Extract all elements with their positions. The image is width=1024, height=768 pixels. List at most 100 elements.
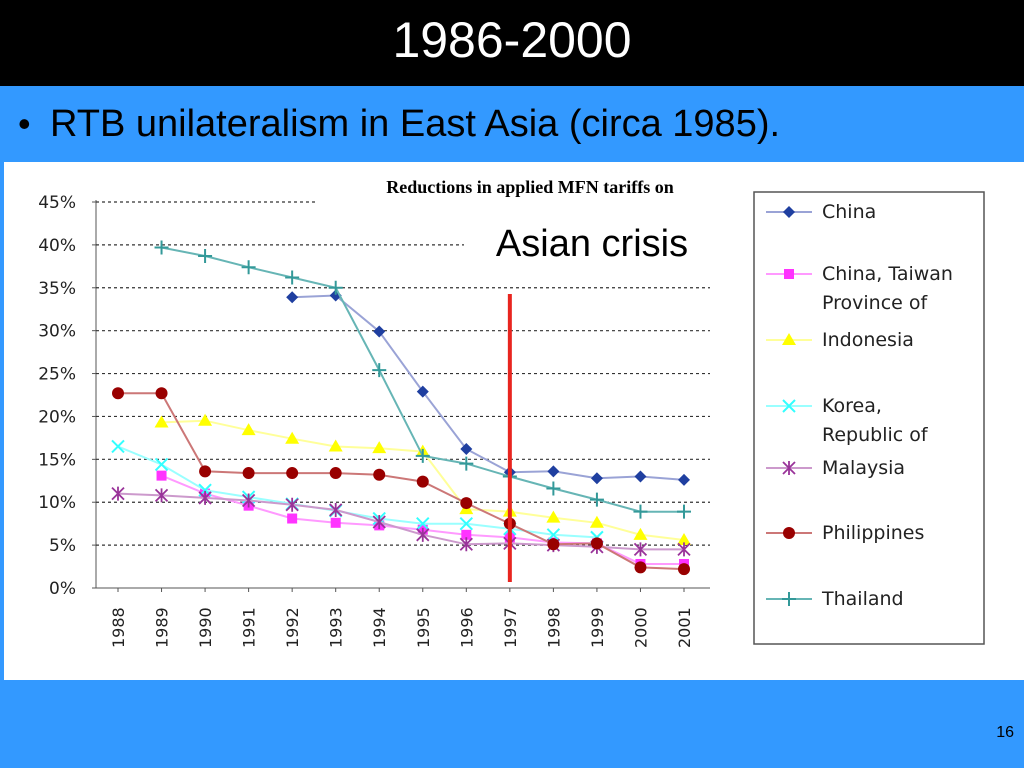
x-tick-label: 1995 <box>414 607 433 648</box>
data-point-korea-republic-of <box>154 457 169 472</box>
data-point-korea-republic-of <box>459 516 474 531</box>
slide-title: 1986-2000 <box>392 12 632 68</box>
data-point-korea-republic-of <box>111 439 125 454</box>
chart-title: Reductions in applied MFN tariffs on <box>386 177 674 197</box>
data-point-china-taiwan-province-of <box>461 529 472 540</box>
data-point-indonesia <box>328 439 343 452</box>
x-tick-label: 2001 <box>675 607 694 648</box>
y-tick-label: 25% <box>38 365 76 385</box>
annotation-asian-crisis: Asian crisis <box>496 223 688 265</box>
legend-label: Republic of <box>822 424 929 446</box>
legend-label: Thailand <box>821 588 904 610</box>
x-tick-label: 1989 <box>153 607 172 648</box>
data-point-philippines <box>590 537 603 550</box>
legend-label: China, Taiwan <box>822 263 953 285</box>
data-point-thailand <box>633 504 648 519</box>
data-point-philippines <box>155 387 168 400</box>
data-point-philippines <box>329 467 342 480</box>
data-point-malaysia <box>633 542 648 557</box>
data-point-malaysia <box>329 502 343 517</box>
data-point-thailand <box>328 280 343 295</box>
legend-label: Philippines <box>822 522 924 544</box>
data-point-china <box>547 465 560 478</box>
tariff-line-chart: 0% 5% 10% 15% 20% 25% 30% 35% 40% 45% 1988 1989 1990… <box>38 174 985 648</box>
data-point-thailand <box>285 270 300 285</box>
data-point-philippines <box>286 467 299 480</box>
chart-title-backing <box>316 174 736 204</box>
data-point-malaysia <box>285 497 299 512</box>
data-point-philippines <box>460 497 473 510</box>
legend-label: China <box>822 201 876 223</box>
y-tick-label: 5% <box>49 536 76 556</box>
y-tick-label: 45% <box>38 193 76 213</box>
data-point-china <box>373 325 386 338</box>
bullet-row: • RTB unilateralism in East Asia (circa … <box>0 86 1024 162</box>
data-point-china <box>590 472 603 485</box>
y-tick-label: 15% <box>38 450 76 470</box>
data-point-malaysia <box>241 493 256 508</box>
data-point-philippines <box>547 538 560 551</box>
data-point-malaysia <box>372 514 386 529</box>
data-point-indonesia <box>198 413 213 426</box>
data-point-thailand <box>154 240 169 255</box>
data-point-indonesia <box>154 415 169 428</box>
data-point-china <box>678 473 690 486</box>
data-point-thailand <box>415 448 430 463</box>
data-point-malaysia <box>154 488 169 503</box>
data-point-china <box>460 443 473 456</box>
x-tick-label: 1988 <box>109 607 128 648</box>
legend-marker-china-taiwan-province-of <box>784 269 794 279</box>
x-tick-label: 1993 <box>327 607 346 648</box>
data-point-malaysia <box>459 537 473 552</box>
x-tick-label: 1990 <box>196 607 215 648</box>
bullet-dot-icon: • <box>18 103 31 144</box>
legend-label: Province of <box>822 292 929 314</box>
data-point-china <box>286 291 299 304</box>
data-point-indonesia <box>633 527 648 540</box>
x-tick-label: 1992 <box>283 607 302 648</box>
data-point-philippines <box>416 475 429 488</box>
data-point-china <box>634 470 647 483</box>
y-tick-label: 0% <box>49 579 76 599</box>
data-point-philippines <box>634 561 647 574</box>
legend-marker-thailand <box>782 592 796 606</box>
data-point-malaysia <box>416 527 430 542</box>
data-point-malaysia <box>198 490 212 505</box>
y-tick-label: 35% <box>38 279 76 299</box>
legend-marker-indonesia <box>782 333 796 345</box>
data-point-china-taiwan-province-of <box>156 470 167 481</box>
data-point-indonesia <box>677 532 691 545</box>
data-point-philippines <box>112 387 124 400</box>
legend-label: Indonesia <box>822 329 914 351</box>
series-line-philippines <box>118 392 685 571</box>
x-tick-label: 1994 <box>370 607 389 648</box>
data-point-indonesia <box>285 431 300 444</box>
legend-marker-korea-republic-of <box>782 399 796 413</box>
data-point-philippines <box>199 465 212 478</box>
data-point-philippines <box>373 468 386 481</box>
data-point-philippines <box>678 563 690 576</box>
data-point-china <box>329 289 342 302</box>
series-line-malaysia <box>117 492 684 551</box>
x-tick-label: 2000 <box>631 607 650 648</box>
data-point-korea-republic-of <box>546 528 561 542</box>
annotation-backing <box>464 214 714 266</box>
data-point-malaysia <box>677 542 691 557</box>
data-point-thailand <box>241 260 256 275</box>
data-point-malaysia <box>111 486 125 501</box>
data-point-china <box>416 385 429 398</box>
chart-panel: 0% 5% 10% 15% 20% 25% 30% 35% 40% 45% 1988 1989 1990… <box>4 162 1024 680</box>
data-point-thailand <box>459 456 474 471</box>
data-point-thailand <box>589 492 604 507</box>
data-point-philippines <box>242 467 255 480</box>
slide-title-bar: 1986-2000 <box>0 0 1024 86</box>
legend-label: Malaysia <box>822 457 905 479</box>
y-tick-label: 40% <box>38 236 76 256</box>
x-tick-label: 1999 <box>588 607 607 648</box>
series-line-china <box>292 294 685 481</box>
data-point-korea-republic-of <box>416 516 430 531</box>
data-point-thailand <box>372 363 387 378</box>
legend-marker-china <box>783 206 795 218</box>
data-point-china-taiwan-province-of <box>330 517 341 528</box>
x-tick-label: 1996 <box>457 607 476 648</box>
